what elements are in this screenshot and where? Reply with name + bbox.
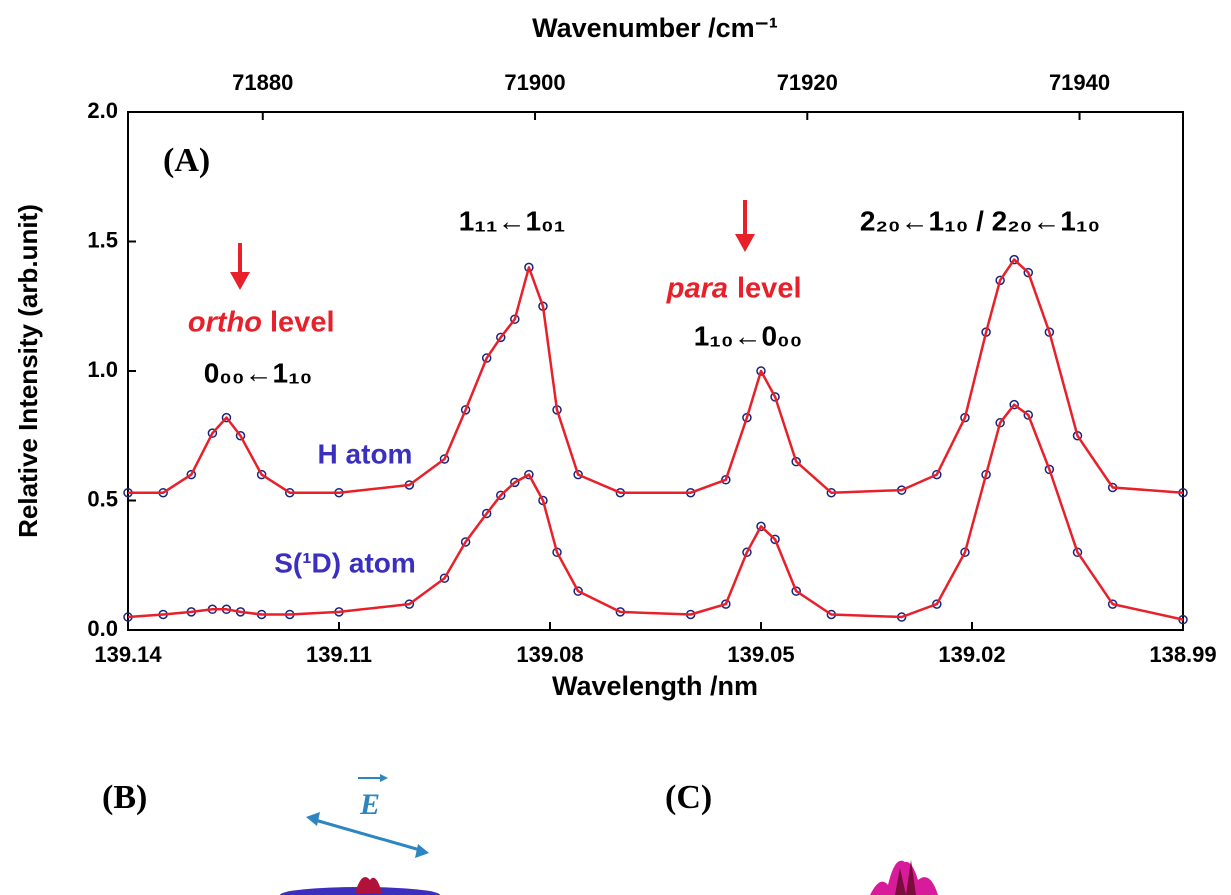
x-tick-label: 139.11 xyxy=(306,642,372,667)
para-level-label: level xyxy=(737,273,802,305)
data-point xyxy=(573,469,583,480)
data-point xyxy=(256,469,267,480)
panel-c-label: (C) xyxy=(665,779,712,816)
panel-a-label: (A) xyxy=(163,142,210,179)
data-point xyxy=(932,599,942,609)
data-point xyxy=(1009,254,1019,265)
x2-axis-title: Wavenumber /cm⁻¹ xyxy=(532,13,778,43)
data-point xyxy=(1044,464,1055,475)
decoration xyxy=(280,860,938,895)
x-tick-label: 138.99 xyxy=(1149,642,1216,667)
y-tick-label: 0.5 xyxy=(87,486,118,511)
data-point xyxy=(742,547,752,558)
data-point xyxy=(496,332,506,343)
data-point xyxy=(1072,547,1083,558)
data-point xyxy=(235,431,246,441)
field-arrow xyxy=(306,774,429,858)
data-point xyxy=(1023,410,1034,420)
x-tick-label: 139.14 xyxy=(94,642,162,667)
x-tick-label: 139.08 xyxy=(516,642,583,667)
data-point xyxy=(439,573,450,583)
data-point xyxy=(510,477,520,488)
data-point xyxy=(791,586,801,596)
transition-label: 1₁₁←1₀₁ xyxy=(459,205,566,236)
y-tick-label: 1.5 xyxy=(87,227,118,252)
data-point xyxy=(460,405,471,415)
data-point xyxy=(481,508,492,519)
series-label: H atom xyxy=(318,438,413,469)
data-point xyxy=(1023,267,1034,278)
x2-tick-label: 71900 xyxy=(504,70,565,95)
y-tick-label: 2.0 xyxy=(87,98,118,123)
para-label: para xyxy=(666,273,728,305)
y-tick-label: 0.0 xyxy=(87,616,118,641)
data-point xyxy=(460,537,471,547)
data-point xyxy=(770,534,780,545)
data-point xyxy=(573,586,583,596)
data-point xyxy=(496,490,506,501)
x-axis-title: Wavelength /nm xyxy=(552,671,758,701)
data-point xyxy=(1009,399,1019,410)
data-point xyxy=(770,392,780,402)
x2-tick-label: 71940 xyxy=(1049,70,1110,95)
x-tick-label: 139.02 xyxy=(938,642,1005,667)
data-point xyxy=(721,475,731,485)
panel-b-label: (B) xyxy=(102,779,147,816)
fit-line xyxy=(127,403,1184,621)
x-tick-label: 139.05 xyxy=(727,642,794,667)
data-point xyxy=(932,469,942,480)
data-point xyxy=(439,454,450,464)
data-point xyxy=(186,469,197,480)
field-label: E xyxy=(359,788,380,821)
x2-tick-label: 71920 xyxy=(777,70,838,95)
data-point xyxy=(221,412,232,423)
transition-label: 0₀₀←1₁₀ xyxy=(204,357,313,388)
series-label: S(¹D) atom xyxy=(274,547,416,578)
transition-label: 1₁₀←0₀₀ xyxy=(694,320,803,351)
y-tick-label: 1.0 xyxy=(87,357,118,382)
data-point xyxy=(756,521,766,532)
ortho-level-label: level xyxy=(270,307,335,339)
x2-tick-label: 71880 xyxy=(232,70,293,95)
transition-label: 2₂₀←1₁₀ / 2₂₀←1₁₀ xyxy=(860,205,1100,236)
ortho-label: ortho xyxy=(188,307,262,339)
arrows xyxy=(230,200,755,290)
data-point xyxy=(524,469,534,480)
data-point xyxy=(481,353,492,363)
data-point xyxy=(207,428,218,438)
y-axis-title: Relative Intensity (arb.unit) xyxy=(13,204,43,538)
fit-line xyxy=(128,258,1184,494)
